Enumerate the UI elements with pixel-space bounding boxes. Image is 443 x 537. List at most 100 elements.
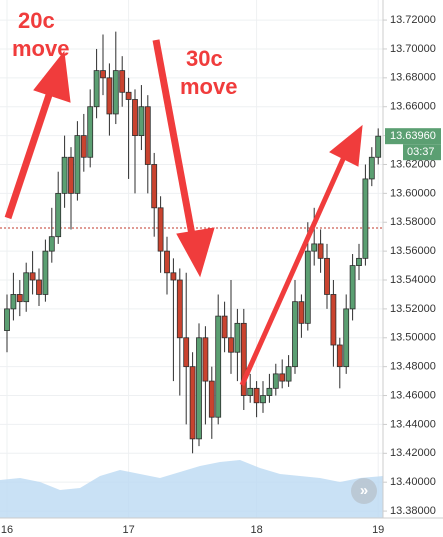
candle-body [119,70,126,93]
candle-body [55,192,62,238]
candle-body [4,308,10,331]
arrow-head [329,124,363,167]
candle-body [176,279,183,339]
candle-body [234,322,241,353]
arrows [4,39,363,387]
candle-body [330,294,337,346]
candle-body [138,106,145,137]
x-tick-label: 19 [372,524,384,536]
y-tick-label: 13.48000 [390,361,436,373]
y-tick-label: 13.72000 [390,14,436,26]
y-tick-label: 13.66000 [390,101,436,113]
annotation: 20c [18,8,55,33]
x-tick-label: 16 [1,524,13,536]
candle-body [215,315,222,418]
scroll-button[interactable] [351,478,377,504]
candle-body [189,366,196,440]
arrow-shaft [239,146,351,387]
candle-body [48,236,55,252]
candle-body [349,265,356,310]
x-tick-label: 17 [122,524,134,536]
y-tick-label: 13.70000 [390,43,436,55]
candle-body [266,387,273,396]
x-tick-label: 18 [250,524,262,536]
candle-body [324,257,330,295]
candle-body [368,156,375,180]
candle-body [247,387,254,396]
labels: 13.38000 13.40000 13.42000 13.44000 13.46000… [1,8,441,536]
candle-body [87,106,94,158]
candle-body [285,366,292,382]
candle-body [292,301,298,368]
y-tick-label: 13.62000 [390,158,436,170]
arrow-shaft [4,78,58,220]
last-price-label: 13.63960 [390,130,436,142]
candle-body [228,337,234,353]
candle-body [151,164,158,209]
y-tick-label: 13.50000 [390,332,436,344]
countdown-box [403,144,441,161]
candle-body [343,308,350,368]
arrow-head [33,50,71,103]
y-tick-label: 13.54000 [390,274,436,286]
countdown-label: 03:37 [407,146,435,158]
candle-body [29,272,36,281]
annotation: move [180,74,237,99]
y-tick-label: 13.52000 [390,303,436,315]
candle-body [311,243,318,252]
candle-body [132,99,138,137]
candle-body [221,315,228,339]
scroll-icon: » [360,482,368,499]
candle-body [240,322,247,396]
candle-body [375,135,382,158]
last-price-box [385,128,441,145]
candle-body [317,243,324,259]
candle-body [61,156,68,194]
candle-body [183,337,190,368]
volume-area [0,460,383,518]
candle-body [170,272,177,281]
y-tick-label: 13.68000 [390,72,436,84]
y-tick-label: 13.46000 [390,389,436,401]
candle-body [112,70,119,115]
candle-body [362,178,369,259]
candle-body [304,250,311,324]
candle-body [10,294,17,310]
candle-body [279,373,286,382]
y-tick-label: 13.38000 [390,505,436,517]
candle-body [356,257,362,266]
candle-body [272,373,279,389]
candle-body [23,272,30,303]
candle-body [16,294,23,303]
candle-body [196,337,202,440]
candle-body [208,380,215,418]
candle-body [336,344,343,368]
y-tick-label: 13.56000 [390,245,436,257]
arrow-head [176,227,215,278]
candle-body [144,106,151,165]
candle-body [202,337,209,382]
candle-body [93,70,100,108]
annotation: 30c [186,46,223,71]
y-tick-label: 13.44000 [390,418,436,430]
candle-body [164,250,170,274]
candles [0,31,383,454]
candle-body [36,279,42,295]
y-tick-label: 13.58000 [390,216,436,228]
candle-body [74,135,81,194]
arrow-shaft [152,39,197,241]
candle-body [125,91,132,100]
y-tick-label: 13.42000 [390,447,436,459]
candle-body [100,70,106,79]
candle-body [157,207,164,252]
candle-body [68,156,74,194]
annotation: move [12,36,69,61]
candle-body [106,77,113,115]
candle-body [80,135,87,158]
candle-body [253,387,260,404]
y-tick-label: 13.40000 [390,476,436,488]
candle-body [42,250,49,295]
y-tick-label: 13.60000 [390,187,436,199]
